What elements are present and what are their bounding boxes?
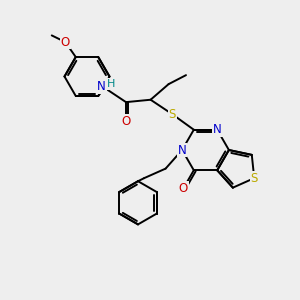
- Text: N: N: [97, 80, 106, 93]
- Text: N: N: [178, 143, 187, 157]
- Text: S: S: [169, 108, 176, 121]
- Text: H: H: [107, 79, 115, 89]
- Text: O: O: [61, 35, 70, 49]
- Text: O: O: [179, 182, 188, 195]
- Text: O: O: [122, 115, 130, 128]
- Text: N: N: [213, 123, 222, 136]
- Text: S: S: [250, 172, 258, 184]
